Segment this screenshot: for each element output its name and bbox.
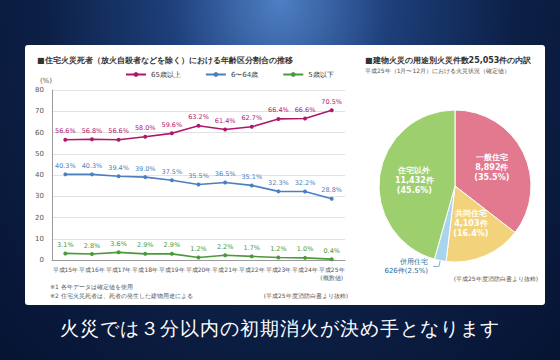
svg-text:50: 50: [35, 150, 44, 158]
svg-text:平成22年: 平成22年: [239, 266, 265, 273]
html-text:火災では３分以内の初期消火が決め手となります: 火災では３分以内の初期消火が決め手となります: [60, 317, 500, 339]
svg-text:※2 住宅火災死者は、死者の発生した建物用途による: ※2 住宅火災死者は、死者の発生した建物用途による: [50, 292, 193, 300]
svg-text:1.2%: 1.2%: [270, 245, 287, 253]
svg-text:70.5%: 70.5%: [321, 98, 342, 106]
svg-text:40: 40: [35, 171, 44, 179]
svg-text:平成25年（1月〜12月）における火災状況（確定値）: 平成25年（1月〜12月）における火災状況（確定値）: [365, 67, 510, 75]
svg-text:37.5%: 37.5%: [162, 168, 183, 176]
svg-text:平成23年: 平成23年: [266, 266, 292, 273]
svg-text:平成17年: 平成17年: [106, 266, 132, 273]
svg-text:※1 各年データは確定値を使用: ※1 各年データは確定値を使用: [50, 283, 133, 290]
svg-text:(概数値): (概数値): [320, 274, 343, 281]
svg-text:10: 10: [35, 235, 44, 243]
svg-text:35.1%: 35.1%: [241, 173, 262, 181]
svg-text:平成20年: 平成20年: [186, 266, 212, 273]
svg-text:平成16年: 平成16年: [79, 266, 105, 273]
svg-text:平成24年: 平成24年: [292, 266, 318, 273]
svg-text:0: 0: [40, 256, 44, 264]
svg-text:66.6%: 66.6%: [295, 106, 316, 114]
svg-text:70: 70: [35, 107, 44, 115]
svg-text:(%): (%): [40, 77, 52, 85]
svg-text:2.8%: 2.8%: [84, 242, 101, 250]
svg-text:30: 30: [35, 192, 44, 200]
svg-text:■建物火災の用途別火災件数25,053件の内訳: ■建物火災の用途別火災件数25,053件の内訳: [365, 56, 532, 65]
svg-text:3.1%: 3.1%: [57, 241, 74, 249]
svg-text:併用住宅: 併用住宅: [399, 258, 428, 266]
svg-text:(平成25年度消防白書より抜粋): (平成25年度消防白書より抜粋): [454, 275, 538, 282]
svg-text:40.3%: 40.3%: [55, 162, 76, 170]
svg-text:3.6%: 3.6%: [110, 240, 127, 248]
svg-text:11,432件: 11,432件: [395, 176, 434, 185]
svg-text:62.7%: 62.7%: [241, 114, 262, 122]
svg-text:共同住宅: 共同住宅: [454, 208, 487, 218]
svg-text:58.0%: 58.0%: [135, 124, 156, 132]
svg-text:(45.6%): (45.6%): [397, 186, 432, 195]
svg-text:(35.5%): (35.5%): [474, 173, 509, 182]
svg-text:■住宅火災死者（放火自殺者などを除く）における年齢区分割合の: ■住宅火災死者（放火自殺者などを除く）における年齢区分割合の推移: [37, 55, 293, 65]
svg-text:8,892件: 8,892件: [475, 163, 508, 172]
svg-text:626件(2.5%): 626件(2.5%): [384, 267, 428, 275]
svg-text:(16.4%): (16.4%): [453, 229, 488, 238]
svg-text:平成25年: 平成25年: [319, 266, 345, 273]
svg-text:59.6%: 59.6%: [162, 121, 183, 129]
svg-text:63.2%: 63.2%: [188, 113, 209, 121]
svg-text:1.0%: 1.0%: [297, 245, 314, 253]
svg-text:56.8%: 56.8%: [82, 127, 103, 135]
svg-text:5歳以下: 5歳以下: [308, 71, 333, 79]
svg-text:2.2%: 2.2%: [217, 243, 234, 251]
svg-text:35.5%: 35.5%: [188, 172, 209, 180]
svg-text:32.2%: 32.2%: [295, 179, 316, 187]
svg-text:4,103件: 4,103件: [454, 219, 487, 228]
svg-text:66.4%: 66.4%: [268, 106, 289, 114]
svg-text:56.6%: 56.6%: [108, 127, 129, 135]
svg-text:56.6%: 56.6%: [55, 127, 76, 135]
svg-text:28.8%: 28.8%: [321, 186, 342, 194]
svg-text:平成15年: 平成15年: [52, 266, 78, 273]
svg-text:65歳以上: 65歳以上: [151, 71, 181, 79]
svg-text:60: 60: [35, 129, 44, 137]
svg-text:6〜64歳: 6〜64歳: [231, 71, 258, 79]
svg-text:1.7%: 1.7%: [244, 244, 261, 252]
svg-text:住宅以外: 住宅以外: [397, 165, 431, 175]
svg-text:80: 80: [35, 86, 44, 94]
svg-text:2.9%: 2.9%: [164, 241, 181, 249]
svg-text:61.4%: 61.4%: [215, 117, 236, 125]
svg-text:40.3%: 40.3%: [82, 162, 103, 170]
svg-text:32.3%: 32.3%: [268, 179, 289, 187]
svg-text:39.4%: 39.4%: [108, 164, 129, 172]
svg-text:20: 20: [35, 214, 44, 222]
svg-text:0.4%: 0.4%: [323, 247, 340, 255]
svg-text:1.2%: 1.2%: [190, 245, 207, 253]
svg-text:平成21年: 平成21年: [212, 266, 238, 273]
svg-text:(平成25年度消防白書より抜粋): (平成25年度消防白書より抜粋): [264, 292, 348, 299]
svg-text:36.5%: 36.5%: [215, 170, 236, 178]
svg-text:平成19年: 平成19年: [159, 266, 185, 273]
svg-text:2.9%: 2.9%: [137, 241, 154, 249]
svg-text:39.0%: 39.0%: [135, 165, 156, 173]
svg-text:一般住宅: 一般住宅: [476, 152, 508, 162]
svg-text:平成18年: 平成18年: [132, 266, 158, 273]
